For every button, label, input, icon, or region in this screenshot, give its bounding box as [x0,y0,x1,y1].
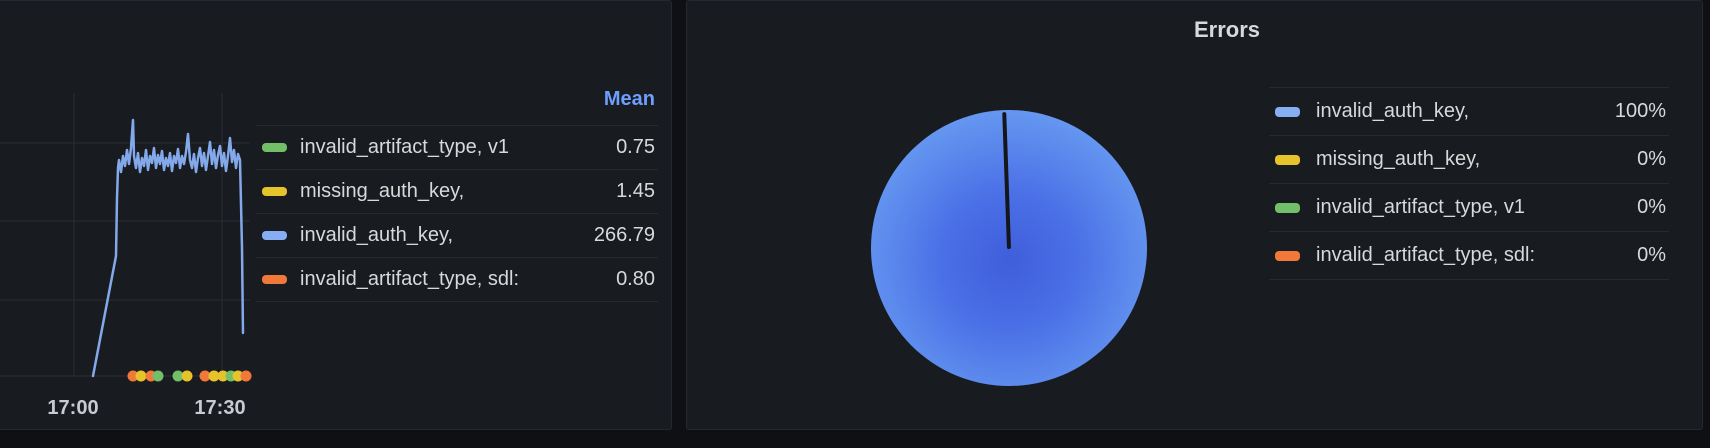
legend-percent-value: 100% [1614,100,1666,122]
legend-row-invalid-artifact-type-sdl[interactable]: invalid_artifact_type, sdl: 0% [1269,231,1669,279]
legend-row-missing-auth-key[interactable]: missing_auth_key, 0% [1269,135,1669,183]
legend-mean-value: 0.75 [616,136,655,158]
series-color-swatch-orange [262,275,287,284]
panel-title[interactable]: Errors [1193,17,1261,42]
series-point[interactable] [208,370,220,382]
x-tick-1730: 17:30 [194,397,246,419]
legend-row-missing-auth-key[interactable]: missing_auth_key, 1.45 [256,169,658,213]
series-point[interactable] [152,370,164,382]
series-color-swatch-green [1275,202,1300,213]
legend-label[interactable]: invalid_artifact_type, sdl: [300,268,520,290]
legend-label[interactable]: invalid_artifact_type, sdl: [1316,244,1536,266]
series-point[interactable] [172,370,184,382]
legend-label[interactable]: invalid_artifact_type, v1 [1316,196,1526,218]
series-point[interactable] [181,370,193,382]
legend-label[interactable]: invalid_artifact_type, v1 [300,136,510,158]
legend-label[interactable]: missing_auth_key, [1316,148,1481,170]
series-color-swatch-blue [262,231,287,240]
legend-row-invalid-auth-key[interactable]: invalid_auth_key, 266.79 [256,213,658,257]
legend-label[interactable]: missing_auth_key, [300,180,465,202]
legend-percent-value: 0% [1637,244,1666,266]
series-color-swatch-yellow [262,187,287,196]
timeseries-legend-table: Mean invalid_artifact_type, v1 0.75 miss… [256,73,658,302]
legend-row-invalid-artifact-type-v1[interactable]: invalid_artifact_type, v1 0.75 [256,125,658,169]
timeseries-plot[interactable] [0,1,672,430]
errors-pie-panel: Errors invalid_auth_key, 100% missing_au… [686,0,1703,430]
series-color-swatch-green [262,143,287,152]
series-color-swatch-orange [1275,250,1300,261]
legend-mean-value: 0.80 [616,268,655,290]
series-point[interactable] [135,370,147,382]
series-color-swatch-yellow [1275,154,1300,165]
timeseries-panel: 17:00 17:30 Mean invalid_artifact_type, … [0,0,672,430]
legend-label[interactable]: invalid_auth_key, [1316,100,1470,122]
x-tick-1700: 17:00 [47,397,99,419]
legend-percent-value: 0% [1637,196,1666,218]
legend-mean-value: 266.79 [593,224,655,246]
legend-row-invalid-artifact-type-v1[interactable]: invalid_artifact_type, v1 0% [1269,183,1669,231]
legend-column-header-mean[interactable]: Mean [603,87,655,110]
series-point[interactable] [199,370,211,382]
legend-percent-value: 0% [1637,148,1666,170]
legend-label[interactable]: invalid_auth_key, [300,224,454,246]
series-point[interactable] [240,370,252,382]
legend-mean-value: 1.45 [616,180,655,202]
series-point[interactable] [127,370,139,382]
series-color-swatch-blue [1275,106,1300,117]
legend-row-invalid-auth-key[interactable]: invalid_auth_key, 100% [1269,87,1669,135]
series-line-invalid-auth-key[interactable] [91,118,245,378]
pie-legend-table: invalid_auth_key, 100% missing_auth_key,… [1269,87,1669,280]
series-point[interactable] [232,370,244,382]
legend-row-invalid-artifact-type-sdl[interactable]: invalid_artifact_type, sdl: 0.80 [256,257,658,301]
series-point[interactable] [217,370,229,382]
